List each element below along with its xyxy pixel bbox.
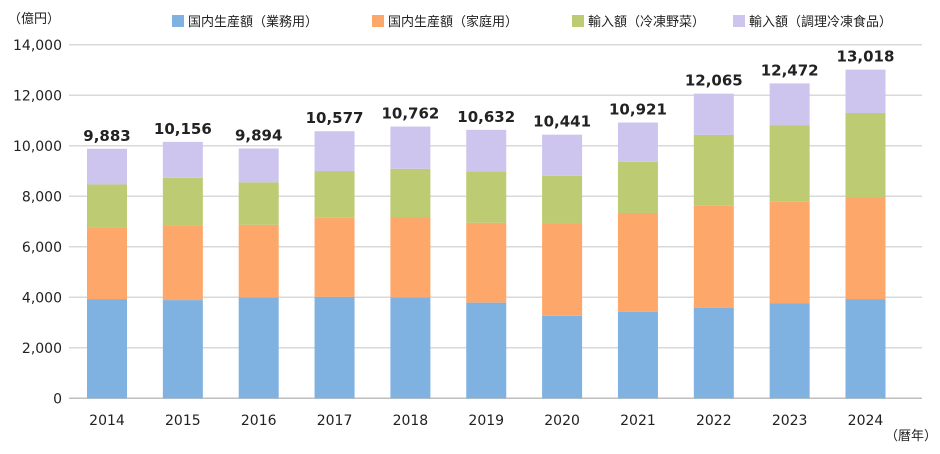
bar-segment <box>390 168 431 218</box>
bar-segment <box>390 126 431 169</box>
bar-segment <box>162 141 203 178</box>
legend-swatch <box>372 15 384 27</box>
bars: 9,883 10,156 9,894 10,577 10,762 10,632 10,441… <box>83 48 894 399</box>
total-label: 10,632 <box>457 108 515 126</box>
bar-segment <box>162 177 203 226</box>
y-tick-label: 2,000 <box>22 341 62 357</box>
x-tick-label: 2024 <box>848 413 884 429</box>
y-unit-label: （億円） <box>8 11 60 27</box>
total-label: 10,441 <box>533 113 591 131</box>
y-axis: 0 2,000 4,000 6,000 8,000 10,000 12,000 14,000 <box>13 38 62 407</box>
x-tick-label: 2018 <box>393 413 429 429</box>
y-tick-label: 4,000 <box>22 290 62 306</box>
total-label: 10,577 <box>306 109 364 127</box>
x-tick-label: 2023 <box>772 413 808 429</box>
bar-segment <box>390 217 431 298</box>
total-label: 12,065 <box>685 72 743 90</box>
bar-segment <box>238 224 279 298</box>
x-tick-label: 2017 <box>317 413 353 429</box>
legend-label: 輸入額（冷凍野菜） <box>588 14 705 30</box>
x-tick-label: 2014 <box>89 413 125 429</box>
legend: 国内生産額（業務用） 国内生産額（家庭用） 輸入額（冷凍野菜） 輸入額（調理冷凍食品） <box>172 14 892 30</box>
bar-segment <box>542 315 583 399</box>
bar-segment <box>769 125 810 202</box>
bar-segment <box>542 134 583 176</box>
x-unit-label: （暦年） <box>885 429 937 444</box>
bar-segment <box>238 148 279 183</box>
bar-segment <box>466 129 507 172</box>
bar-segment <box>693 307 734 399</box>
y-tick-label: 8,000 <box>22 189 62 205</box>
bar-segment <box>542 175 583 224</box>
bar-segment <box>466 222 507 303</box>
legend-swatch <box>172 15 184 27</box>
bar-segment <box>314 217 355 297</box>
bar-segment <box>466 302 507 399</box>
legend-label: 国内生産額（家庭用） <box>388 14 518 30</box>
bar-segment <box>238 297 279 399</box>
bar-segment <box>87 227 127 300</box>
bar-segment <box>314 131 355 172</box>
total-label: 10,921 <box>609 101 667 119</box>
bar-segment <box>693 134 734 206</box>
total-label: 9,883 <box>83 127 130 145</box>
y-tick-label: 0 <box>53 391 62 407</box>
total-label: 10,762 <box>381 105 439 123</box>
bar-segment <box>617 311 658 399</box>
legend-swatch <box>733 15 745 27</box>
x-tick-label: 2021 <box>620 413 656 429</box>
x-tick-label: 2015 <box>165 413 201 429</box>
legend-label: 輸入額（調理冷凍食品） <box>749 14 892 30</box>
bar-segment <box>542 223 583 316</box>
x-tick-label: 2019 <box>468 413 504 429</box>
total-label: 9,894 <box>235 126 282 144</box>
legend-label: 国内生産額（業務用） <box>188 14 318 30</box>
total-label: 10,156 <box>154 120 212 138</box>
bar-segment <box>845 197 886 300</box>
bar-segment <box>693 93 734 135</box>
bar-segment <box>845 299 886 399</box>
y-tick-label: 6,000 <box>22 240 62 256</box>
bar-segment <box>314 171 355 218</box>
bar-segment <box>769 83 810 126</box>
bar-segment <box>238 182 279 225</box>
bar-segment <box>466 171 507 223</box>
y-tick-label: 14,000 <box>13 38 62 54</box>
y-tick-label: 10,000 <box>13 139 62 155</box>
y-tick-label: 12,000 <box>13 88 62 104</box>
bar-segment <box>617 212 658 312</box>
bar-segment <box>162 300 203 399</box>
x-tick-label: 2016 <box>241 413 277 429</box>
bar-segment <box>845 112 886 198</box>
legend-swatch <box>572 15 584 27</box>
x-axis: 2014 2015 2016 2017 2018 2019 2020 2021 2022 2023… <box>89 413 883 429</box>
bar-segment <box>87 148 127 185</box>
bar-segment <box>845 69 886 113</box>
bar-segment <box>87 299 127 399</box>
bar-segment <box>769 303 810 399</box>
bar-segment <box>617 122 658 162</box>
bar-segment <box>617 161 658 213</box>
bar-segment <box>162 225 203 301</box>
bar-segment <box>693 205 734 308</box>
total-label: 12,472 <box>761 61 819 79</box>
x-tick-label: 2020 <box>544 413 580 429</box>
bar-segment <box>769 201 810 304</box>
bar-segment <box>314 296 355 399</box>
bar-segment <box>390 297 431 399</box>
bar-segment <box>87 184 127 228</box>
x-tick-label: 2022 <box>696 413 732 429</box>
total-label: 13,018 <box>837 48 895 66</box>
